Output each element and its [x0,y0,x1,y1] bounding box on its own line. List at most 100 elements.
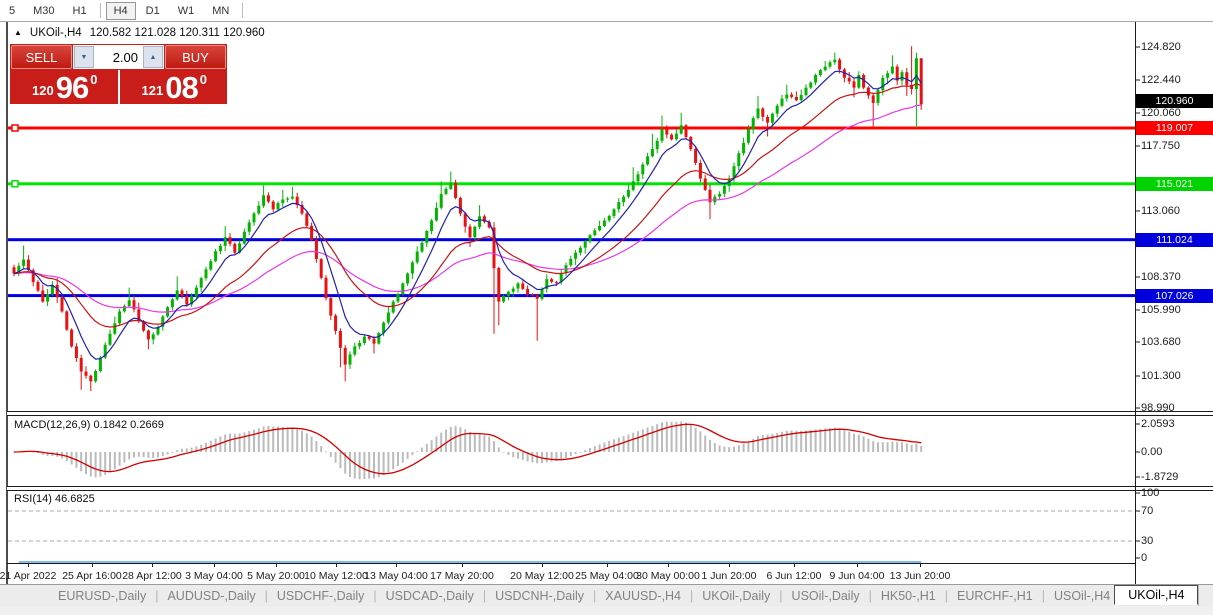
price-axis-tick [1135,145,1140,147]
time-axis-label: 17 May 20:00 [430,570,494,582]
tab-separator: | [779,588,783,603]
timeframe-button-mn[interactable]: MN [212,4,230,17]
tab-separator: | [155,588,159,603]
line-anchor-handle[interactable] [11,124,19,132]
price-chart-canvas[interactable] [8,22,1135,410]
horizontal-level-line[interactable] [8,126,1135,130]
timeframe-button-w1[interactable]: W1 [177,4,195,17]
chart-window[interactable]: ▲ UKOil-,H4 120.582 121.028 120.311 120.… [0,22,1213,584]
macd-pane-splitter[interactable] [7,411,1213,416]
buy-price-prefix: 121 [141,83,164,98]
ma_mid-line [13,83,922,328]
status-strip [0,606,1213,615]
timeframe-button-d1[interactable]: D1 [145,4,160,17]
indicator-axis-label: 2.0593 [1141,418,1175,430]
indicator-axis-tick [1135,540,1140,542]
price-axis-label: 120.060 [1141,107,1181,119]
time-axis-tick [462,563,463,567]
time-axis-tick [857,563,858,567]
price-axis-label: 108.370 [1141,271,1181,283]
time-axis-label: 1 Jun 20:00 [701,570,757,582]
indicator-axis-label: 100 [1141,487,1160,499]
sell-price-display[interactable]: 120 96 0 [10,70,120,104]
chart-tab-ukoil-daily[interactable]: UKOil-,Daily [702,588,771,603]
volume-input[interactable] [94,46,143,68]
volume-decrease-button[interactable]: ▼ [74,46,94,68]
chart-tab-usdcad-daily[interactable]: USDCAD-,Daily [385,588,474,603]
price-axis-tick [1135,112,1140,114]
time-axis-tick [542,563,543,567]
macd-label: MACD(12,26,9) 0.1842 0.2669 [14,419,164,431]
rsi-pane-splitter[interactable] [7,486,1213,491]
chart-tab-usoil-daily[interactable]: USOil-,Daily [791,588,860,603]
indicator-axis-label: 70 [1141,505,1154,517]
sell-price-prefix: 120 [32,83,54,98]
chart-tab-xauusd-h4[interactable]: XAUUSD-,H4 [605,588,681,603]
chart-tab-audusd-daily[interactable]: AUDUSD-,Daily [167,588,256,603]
indicator-axis-tick [1135,510,1140,512]
time-axis-tick [607,563,608,567]
timeframe-toolbar: 5 M30 H1 H4 D1 W1 MN [0,0,1213,22]
buy-price-main: 08 [165,69,198,105]
price-axis-label: 105.990 [1141,304,1181,316]
time-axis-label: 13 Jun 20:00 [889,570,951,582]
chart-tab-usdcnh-daily[interactable]: USDCNH-,Daily [495,588,585,603]
chart-title: ▲ UKOil-,H4 120.582 121.028 120.311 120.… [14,27,265,39]
chart-tab-eurusd-daily[interactable]: EURUSD-,Daily [58,588,147,603]
tab-separator: | [482,588,487,603]
horizontal-level-line[interactable] [8,182,1135,186]
time-axis-tick [214,563,215,567]
indicator-axis-label: 0 [1141,552,1148,564]
macd-indicator-canvas[interactable] [8,416,1135,486]
price-axis-tick [1135,210,1140,212]
price-axis-label: 113.060 [1141,205,1180,217]
bear-candle-bodies [12,58,923,382]
buy-button[interactable]: BUY [165,45,226,69]
buy-price-display[interactable]: 121 08 0 [120,70,228,104]
timeframe-button-h4[interactable]: H4 [105,1,136,20]
chart-tab-eurchf-h1[interactable]: EURCHF-,H1 [957,588,1033,603]
time-axis-tick [794,563,795,567]
indicator-axis-label: -1.8729 [1141,471,1179,483]
macd-histogram [13,421,923,480]
collapse-triangle-icon: ▲ [14,27,22,37]
horizontal-level-line[interactable] [8,238,1135,242]
chart-tab-usdchf-daily[interactable]: USDCHF-,Daily [276,588,365,603]
time-axis-tick [336,563,337,567]
time-axis-label: 13 May 04:00 [364,570,428,582]
chart-tab-ukoil-h4[interactable]: UKOil-,H4 [1114,584,1199,605]
indicator-axis-tick [1135,476,1140,478]
buy-price-pip: 0 [199,72,207,87]
volume-stepper: ▼ ▲ [73,45,164,69]
volume-increase-button[interactable]: ▲ [143,46,163,68]
rsi-indicator-canvas[interactable] [8,491,1135,563]
price-badge: 111.024 [1136,233,1213,247]
rsi-guide-lines [8,510,1135,542]
price-axis-tick [1135,375,1140,377]
timeframe-button-5[interactable]: 5 [9,4,16,17]
line-anchor-handle[interactable] [11,180,19,188]
timeframe-button-m30[interactable]: M30 [33,4,55,17]
chart-ohlc-values: 120.582 121.028 120.311 120.960 [89,27,265,39]
toolbar-divider [242,3,244,18]
one-click-trading-panel: SELL ▼ ▲ BUY 120 96 0 121 08 0 [10,44,227,104]
sell-button[interactable]: SELL [11,45,72,69]
price-axis-tick [1135,341,1140,343]
chart-tab-usoil-h4[interactable]: USOil-,H4 [1053,588,1111,603]
price-badge: 115.021 [1136,177,1213,191]
time-axis-label: 21 Apr 2022 [0,570,57,582]
tab-separator: | [689,588,694,603]
tab-scroll-arrows: ◀▶ [1198,585,1213,606]
time-axis-tick [396,563,397,567]
horizontal-level-line[interactable] [8,294,1135,298]
chart-tab-hk50-h1[interactable]: HK50-,H1 [880,588,936,603]
price-axis-label: 101.300 [1141,370,1181,382]
time-axis-tick [729,563,730,567]
price-axis-tick [1135,309,1140,311]
indicator-axis-tick [1135,451,1140,453]
price-axis-label: 124.820 [1141,41,1181,53]
timeframe-button-h1[interactable]: H1 [72,4,87,17]
bull-candle-bodies [17,58,918,382]
time-axis-label: 10 May 12:00 [304,570,368,582]
